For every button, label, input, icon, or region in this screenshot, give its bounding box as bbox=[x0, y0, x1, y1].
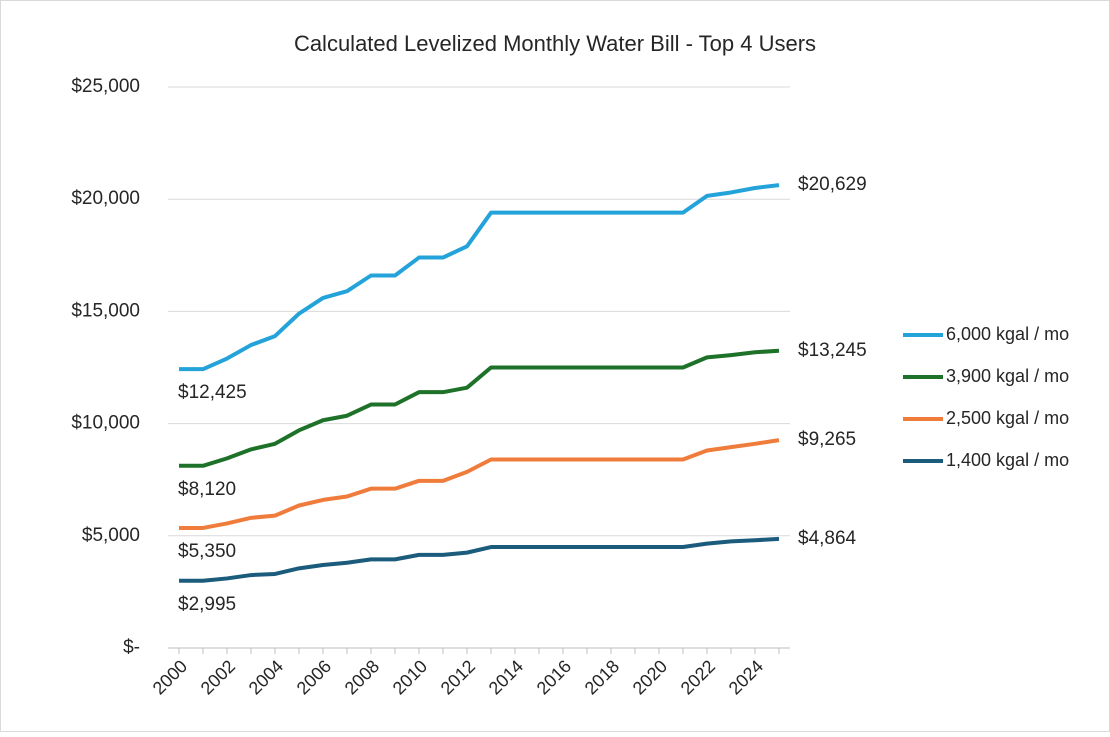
legend-label: 3,900 kgal / mo bbox=[946, 366, 1069, 386]
y-tick-label: $20,000 bbox=[71, 188, 140, 209]
data-label: $13,245 bbox=[798, 340, 867, 361]
legend-label: 1,400 kgal / mo bbox=[946, 450, 1069, 470]
y-tick-label: $25,000 bbox=[71, 76, 140, 97]
data-label: $4,864 bbox=[798, 528, 857, 549]
y-tick-label: $10,000 bbox=[71, 413, 140, 434]
chart-title: Calculated Levelized Monthly Water Bill … bbox=[294, 31, 816, 56]
data-label: $20,629 bbox=[798, 174, 867, 195]
y-tick-label: $- bbox=[123, 637, 140, 658]
y-tick-label: $15,000 bbox=[71, 300, 140, 321]
series-line bbox=[179, 438, 780, 530]
series-line bbox=[179, 183, 780, 372]
data-label: $9,265 bbox=[798, 429, 856, 450]
legend-label: 2,500 kgal / mo bbox=[946, 408, 1069, 428]
series-line bbox=[179, 536, 780, 583]
series-line bbox=[179, 348, 780, 468]
legend-label: 6,000 kgal / mo bbox=[946, 324, 1069, 344]
data-label: $8,120 bbox=[178, 479, 236, 500]
data-label: $5,350 bbox=[178, 541, 236, 562]
data-label: $2,995 bbox=[178, 594, 236, 615]
data-label: $12,425 bbox=[178, 382, 247, 403]
y-tick-label: $5,000 bbox=[82, 525, 140, 546]
